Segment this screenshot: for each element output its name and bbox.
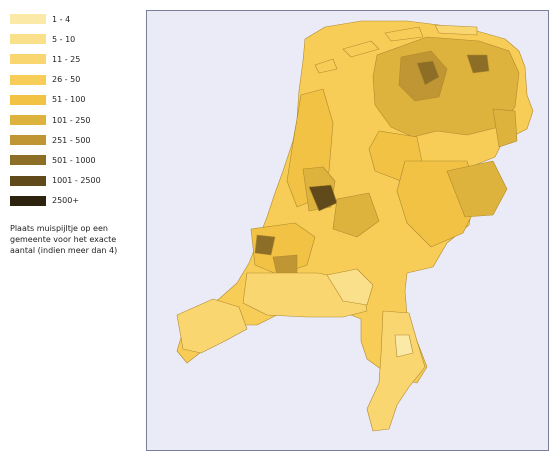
legend-swatch (10, 115, 46, 126)
legend-swatch (10, 54, 46, 65)
legend-swatch (10, 74, 46, 85)
map-svg (176, 20, 534, 432)
legend-label: 101 - 250 (52, 115, 91, 125)
legend-row: 11 - 25 (10, 49, 142, 69)
legend-swatch (10, 14, 46, 25)
legend: 1 - 4 5 - 10 11 - 25 26 - 50 51 - 100 101 - 2… (10, 9, 142, 256)
region-den-haag[interactable] (254, 234, 276, 256)
legend-label: 51 - 100 (52, 95, 86, 105)
region-limburg-light[interactable] (394, 334, 414, 358)
legend-row: 1001 - 2500 (10, 171, 142, 191)
region-terschelling[interactable] (384, 26, 424, 42)
legend-label: 5 - 10 (52, 34, 76, 44)
legend-label: 26 - 50 (52, 75, 81, 85)
region-groningen[interactable] (466, 54, 490, 74)
legend-items: 1 - 4 5 - 10 11 - 25 26 - 50 51 - 100 101 - 2… (10, 9, 142, 211)
legend-row: 5 - 10 (10, 29, 142, 49)
legend-swatch (10, 175, 46, 186)
legend-row: 2500+ (10, 191, 142, 211)
legend-label: 1 - 4 (52, 14, 71, 24)
legend-label: 1001 - 2500 (52, 176, 101, 186)
region-zeeland[interactable] (176, 298, 248, 354)
region-vlieland[interactable] (342, 40, 380, 58)
legend-swatch (10, 155, 46, 166)
legend-row: 51 - 100 (10, 90, 142, 110)
legend-swatch (10, 195, 46, 206)
legend-row: 101 - 250 (10, 110, 142, 130)
region-rotterdam[interactable] (272, 254, 298, 276)
legend-label: 11 - 25 (52, 54, 81, 64)
legend-row: 1 - 4 (10, 9, 142, 29)
netherlands-municipality-map[interactable] (146, 10, 549, 451)
legend-label: 2500+ (52, 196, 80, 206)
legend-label: 251 - 500 (52, 135, 91, 145)
region-ameland-schiermonnikoog[interactable] (434, 24, 478, 36)
legend-note: Plaats muispijltje op een gemeente voor … (10, 223, 118, 255)
legend-row: 501 - 1000 (10, 150, 142, 170)
legend-row: 26 - 50 (10, 70, 142, 90)
legend-label: 501 - 1000 (52, 155, 96, 165)
region-leeuwarden[interactable] (416, 60, 440, 86)
legend-swatch (10, 94, 46, 105)
region-overijssel[interactable] (446, 160, 508, 218)
legend-swatch (10, 135, 46, 146)
region-texel[interactable] (314, 58, 338, 74)
legend-swatch (10, 34, 46, 45)
legend-row: 251 - 500 (10, 130, 142, 150)
region-utrecht[interactable] (332, 192, 380, 238)
region-emmen[interactable] (492, 108, 518, 148)
region-brabant-east[interactable] (326, 268, 374, 306)
